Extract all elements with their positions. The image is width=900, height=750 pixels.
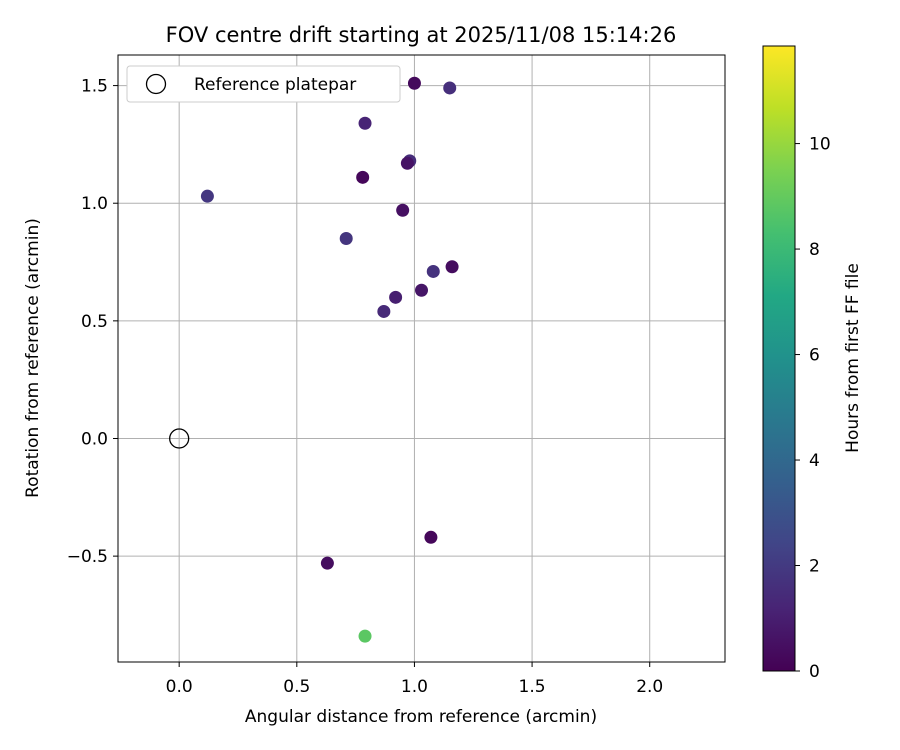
colorbar-tick-label: 10 xyxy=(809,135,831,155)
colorbar-tick-label: 8 xyxy=(809,240,820,260)
y-tick-label: 1.0 xyxy=(81,194,108,214)
legend-marker xyxy=(145,73,167,95)
reference-point xyxy=(169,428,190,449)
legend-label: Reference platepar xyxy=(194,75,356,95)
data-point xyxy=(424,530,438,544)
colorbar-tick-label: 2 xyxy=(809,557,820,577)
data-point xyxy=(377,304,391,318)
grid xyxy=(118,55,725,662)
y-axis-label: Rotation from reference (arcmin) xyxy=(23,218,43,498)
data-point xyxy=(396,203,410,217)
y-tick-label: 0.0 xyxy=(81,429,108,449)
y-tick-label: 0.5 xyxy=(81,312,108,332)
data-point xyxy=(356,170,370,184)
data-point xyxy=(415,283,428,297)
colorbar-tick-label: 0 xyxy=(809,662,820,682)
x-tick-label: 2.0 xyxy=(636,677,663,697)
legend: Reference platepar xyxy=(126,65,401,103)
colorbar-label: Hours from first FF file xyxy=(843,263,863,453)
chart-title: FOV centre drift starting at 2025/11/08 … xyxy=(166,23,677,47)
x-axis-ticks: 0.0 0.5 1.0 1.5 2.0 xyxy=(166,662,663,697)
colorbar-tick-label: 6 xyxy=(809,346,820,366)
data-point xyxy=(443,81,457,95)
data-point xyxy=(400,156,414,170)
data-point xyxy=(445,260,459,274)
y-tick-label: −0.5 xyxy=(67,547,108,567)
data-point xyxy=(426,264,440,278)
data-point xyxy=(358,116,372,130)
x-tick-label: 0.0 xyxy=(166,677,193,697)
data-point xyxy=(200,189,214,203)
colorbar-tick-label: 4 xyxy=(809,451,820,471)
data-points xyxy=(169,76,459,643)
colorbar-ticks: 0 2 4 6 8 10 xyxy=(795,135,831,682)
x-tick-label: 1.5 xyxy=(519,677,546,697)
data-point xyxy=(339,232,353,246)
data-point xyxy=(320,556,334,570)
legend-box xyxy=(126,65,401,103)
data-point xyxy=(407,76,421,90)
y-tick-label: 1.5 xyxy=(81,77,108,97)
colorbar-gradient xyxy=(762,45,796,672)
data-point xyxy=(389,290,403,304)
plot-frame xyxy=(117,54,726,663)
x-tick-label: 0.5 xyxy=(283,677,310,697)
data-point xyxy=(358,629,372,643)
x-axis-label: Angular distance from reference (arcmin) xyxy=(245,707,597,727)
colorbar: 0 2 4 6 8 10 Hours from first FF file xyxy=(762,45,863,682)
y-axis-ticks: −0.5 0.0 0.5 1.0 1.5 xyxy=(67,77,118,567)
x-tick-label: 1.0 xyxy=(401,677,428,697)
